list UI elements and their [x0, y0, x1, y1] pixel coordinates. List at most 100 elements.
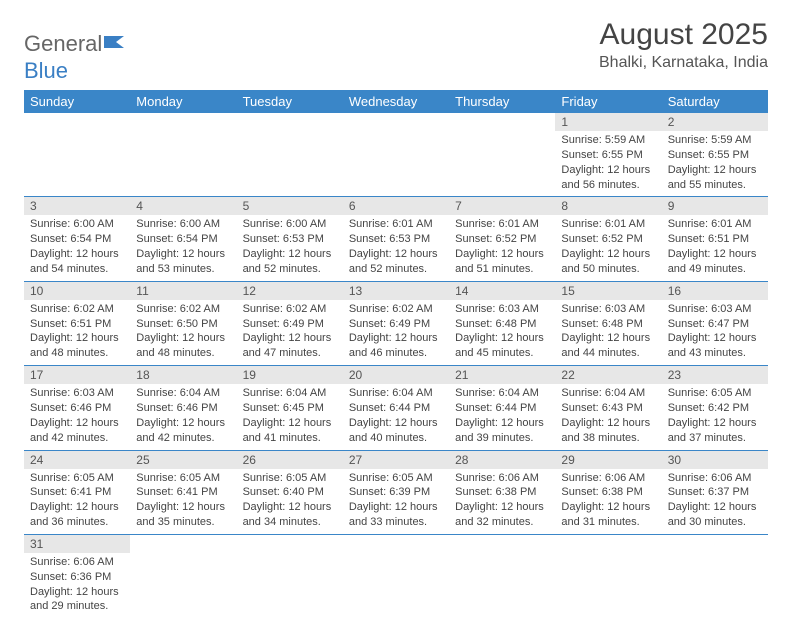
day-number: 31 [24, 535, 130, 553]
sunset-text: Sunset: 6:47 PM [668, 317, 762, 332]
sunset-text: Sunset: 6:53 PM [349, 232, 443, 247]
daylight-text-2: and 50 minutes. [561, 262, 655, 277]
day-details: Sunrise: 6:00 AMSunset: 6:54 PMDaylight:… [24, 215, 130, 280]
daylight-text-2: and 42 minutes. [30, 431, 124, 446]
day-number: 11 [130, 282, 236, 300]
calendar-cell: 7Sunrise: 6:01 AMSunset: 6:52 PMDaylight… [449, 197, 555, 281]
day-number: 4 [130, 197, 236, 215]
logo-text-1: General [24, 31, 102, 57]
calendar-cell [24, 113, 130, 197]
day-number: 10 [24, 282, 130, 300]
daylight-text-2: and 45 minutes. [455, 346, 549, 361]
daylight-text-2: and 48 minutes. [30, 346, 124, 361]
calendar-cell [449, 113, 555, 197]
sunrise-text: Sunrise: 6:03 AM [455, 302, 549, 317]
daylight-text-1: Daylight: 12 hours [136, 416, 230, 431]
calendar-week-row: 10Sunrise: 6:02 AMSunset: 6:51 PMDayligh… [24, 281, 768, 365]
day-details: Sunrise: 6:06 AMSunset: 6:37 PMDaylight:… [662, 469, 768, 534]
sunset-text: Sunset: 6:49 PM [243, 317, 337, 332]
day-details: Sunrise: 6:05 AMSunset: 6:39 PMDaylight:… [343, 469, 449, 534]
day-number: 3 [24, 197, 130, 215]
day-number: 14 [449, 282, 555, 300]
sunrise-text: Sunrise: 6:04 AM [455, 386, 549, 401]
day-details: Sunrise: 6:03 AMSunset: 6:47 PMDaylight:… [662, 300, 768, 365]
sunset-text: Sunset: 6:52 PM [455, 232, 549, 247]
calendar-cell: 2Sunrise: 5:59 AMSunset: 6:55 PMDaylight… [662, 113, 768, 197]
weekday-header: Sunday [24, 90, 130, 113]
daylight-text-2: and 29 minutes. [30, 599, 124, 614]
day-details: Sunrise: 6:03 AMSunset: 6:48 PMDaylight:… [449, 300, 555, 365]
day-number: 9 [662, 197, 768, 215]
sunrise-text: Sunrise: 6:01 AM [349, 217, 443, 232]
sunrise-text: Sunrise: 5:59 AM [561, 133, 655, 148]
calendar-cell [343, 113, 449, 197]
daylight-text-1: Daylight: 12 hours [455, 416, 549, 431]
daylight-text-1: Daylight: 12 hours [30, 331, 124, 346]
day-details: Sunrise: 6:04 AMSunset: 6:44 PMDaylight:… [343, 384, 449, 449]
logo-text-2: Blue [24, 58, 768, 84]
daylight-text-1: Daylight: 12 hours [30, 416, 124, 431]
daylight-text-2: and 44 minutes. [561, 346, 655, 361]
sunset-text: Sunset: 6:48 PM [455, 317, 549, 332]
daylight-text-1: Daylight: 12 hours [561, 163, 655, 178]
daylight-text-2: and 35 minutes. [136, 515, 230, 530]
calendar-cell: 26Sunrise: 6:05 AMSunset: 6:40 PMDayligh… [237, 450, 343, 534]
sunrise-text: Sunrise: 6:06 AM [668, 471, 762, 486]
daylight-text-1: Daylight: 12 hours [243, 247, 337, 262]
day-number: 12 [237, 282, 343, 300]
day-details: Sunrise: 6:02 AMSunset: 6:50 PMDaylight:… [130, 300, 236, 365]
daylight-text-2: and 41 minutes. [243, 431, 337, 446]
sunset-text: Sunset: 6:38 PM [455, 485, 549, 500]
day-details: Sunrise: 5:59 AMSunset: 6:55 PMDaylight:… [662, 131, 768, 196]
daylight-text-2: and 52 minutes. [243, 262, 337, 277]
calendar-cell: 12Sunrise: 6:02 AMSunset: 6:49 PMDayligh… [237, 281, 343, 365]
daylight-text-1: Daylight: 12 hours [561, 416, 655, 431]
weekday-header: Monday [130, 90, 236, 113]
sunrise-text: Sunrise: 5:59 AM [668, 133, 762, 148]
sunrise-text: Sunrise: 6:04 AM [561, 386, 655, 401]
day-number: 24 [24, 451, 130, 469]
day-number: 8 [555, 197, 661, 215]
daylight-text-1: Daylight: 12 hours [136, 247, 230, 262]
day-details: Sunrise: 6:06 AMSunset: 6:36 PMDaylight:… [24, 553, 130, 618]
day-number: 28 [449, 451, 555, 469]
day-details: Sunrise: 5:59 AMSunset: 6:55 PMDaylight:… [555, 131, 661, 196]
calendar-cell: 5Sunrise: 6:00 AMSunset: 6:53 PMDaylight… [237, 197, 343, 281]
sunset-text: Sunset: 6:52 PM [561, 232, 655, 247]
day-number: 20 [343, 366, 449, 384]
sunrise-text: Sunrise: 6:02 AM [349, 302, 443, 317]
daylight-text-1: Daylight: 12 hours [30, 247, 124, 262]
calendar-cell: 30Sunrise: 6:06 AMSunset: 6:37 PMDayligh… [662, 450, 768, 534]
sunrise-text: Sunrise: 6:00 AM [136, 217, 230, 232]
calendar-cell: 21Sunrise: 6:04 AMSunset: 6:44 PMDayligh… [449, 366, 555, 450]
day-number: 18 [130, 366, 236, 384]
daylight-text-2: and 34 minutes. [243, 515, 337, 530]
sunset-text: Sunset: 6:39 PM [349, 485, 443, 500]
daylight-text-2: and 31 minutes. [561, 515, 655, 530]
daylight-text-2: and 33 minutes. [349, 515, 443, 530]
calendar-cell: 23Sunrise: 6:05 AMSunset: 6:42 PMDayligh… [662, 366, 768, 450]
daylight-text-1: Daylight: 12 hours [136, 331, 230, 346]
daylight-text-1: Daylight: 12 hours [455, 500, 549, 515]
calendar-cell: 28Sunrise: 6:06 AMSunset: 6:38 PMDayligh… [449, 450, 555, 534]
sunrise-text: Sunrise: 6:01 AM [455, 217, 549, 232]
sunset-text: Sunset: 6:45 PM [243, 401, 337, 416]
weekday-header-row: Sunday Monday Tuesday Wednesday Thursday… [24, 90, 768, 113]
calendar-cell: 18Sunrise: 6:04 AMSunset: 6:46 PMDayligh… [130, 366, 236, 450]
calendar-cell: 20Sunrise: 6:04 AMSunset: 6:44 PMDayligh… [343, 366, 449, 450]
calendar-cell [662, 534, 768, 618]
daylight-text-2: and 42 minutes. [136, 431, 230, 446]
calendar-cell: 9Sunrise: 6:01 AMSunset: 6:51 PMDaylight… [662, 197, 768, 281]
daylight-text-2: and 38 minutes. [561, 431, 655, 446]
sunset-text: Sunset: 6:44 PM [349, 401, 443, 416]
day-details: Sunrise: 6:05 AMSunset: 6:42 PMDaylight:… [662, 384, 768, 449]
day-details: Sunrise: 6:01 AMSunset: 6:52 PMDaylight:… [555, 215, 661, 280]
day-number: 1 [555, 113, 661, 131]
day-number: 16 [662, 282, 768, 300]
daylight-text-2: and 48 minutes. [136, 346, 230, 361]
daylight-text-2: and 52 minutes. [349, 262, 443, 277]
sunset-text: Sunset: 6:51 PM [30, 317, 124, 332]
day-number: 30 [662, 451, 768, 469]
calendar-cell [555, 534, 661, 618]
daylight-text-1: Daylight: 12 hours [668, 416, 762, 431]
